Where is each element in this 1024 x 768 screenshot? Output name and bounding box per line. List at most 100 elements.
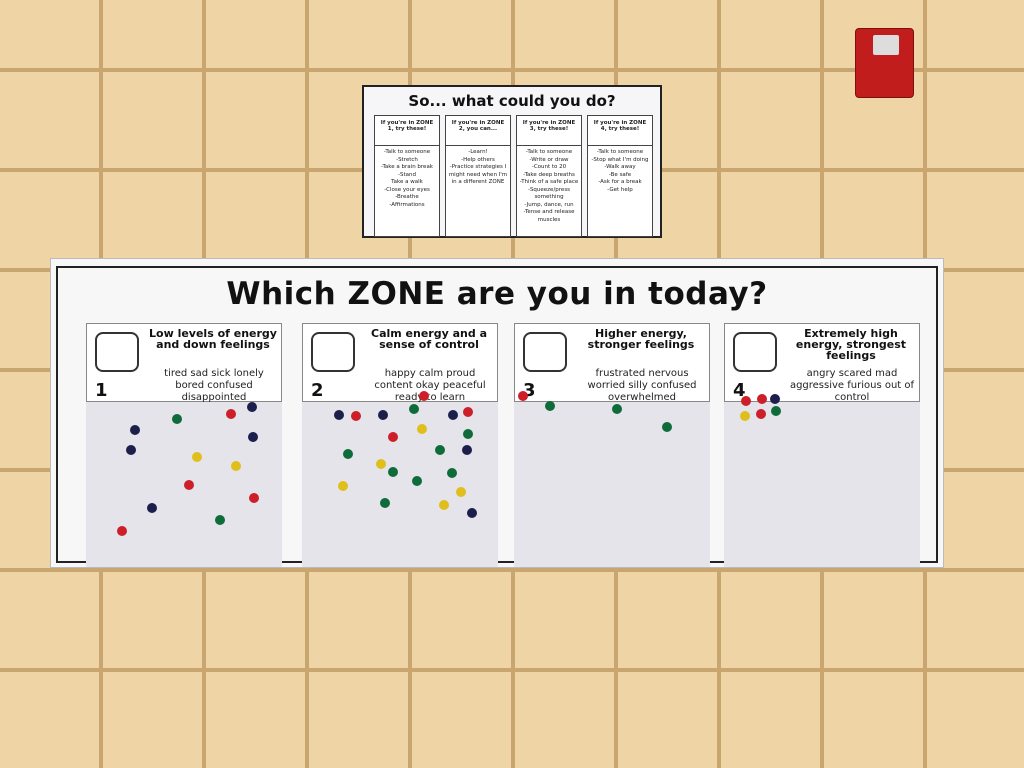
strategy-item: -Take deep breaths	[523, 171, 575, 178]
sticker-dot	[741, 396, 751, 406]
sticker-dot	[612, 404, 622, 414]
zone-number: 1	[95, 380, 108, 401]
main-poster-title: Which ZONE are you in today?	[226, 276, 768, 312]
small-poster-title: So... what could you do?	[408, 92, 616, 110]
sticker-dot	[380, 498, 390, 508]
strategy-item: -Ask for a break	[598, 179, 642, 185]
strategy-column: If you're in ZONE 3, try these! -Talk to …	[516, 115, 582, 237]
sticker-dot	[351, 411, 361, 421]
alarm-light	[873, 35, 899, 55]
strategy-column: If you're in ZONE 1, try these! -Talk to …	[374, 115, 440, 237]
strategy-item: -Stand	[398, 171, 416, 178]
column-items: -Talk to someone -Stop what I'm doing -Wal…	[588, 146, 652, 197]
strategy-item: -Think of a safe place	[519, 179, 579, 185]
zone-header: Extremely high energy, strongest feeling…	[724, 323, 920, 403]
zone-feelings: happy calm proud content okay peaceful r…	[374, 368, 486, 403]
strategy-item: -Breathe	[395, 194, 419, 200]
sticker-dot	[117, 526, 127, 536]
zone-feelings: frustrated nervous worried silly confuse…	[587, 368, 697, 403]
zone-icon	[311, 332, 355, 372]
strategy-item: -Take a brain break	[381, 164, 433, 170]
sticker-dot	[662, 422, 672, 432]
small-poster: So... what could you do? If you're in ZO…	[362, 85, 662, 238]
sticker-dot	[215, 515, 225, 525]
zone-title: Low levels of energy and down feelings	[149, 327, 277, 351]
dot-board	[514, 391, 710, 567]
zone-feelings: angry scared mad aggressive furious out …	[789, 368, 915, 403]
dot-board	[302, 391, 498, 567]
strategy-item: -Get help	[607, 186, 633, 193]
sticker-dot	[226, 409, 236, 419]
strategy-item: -Talk to someone	[596, 149, 644, 155]
strategy-item: -Stop what I'm doing	[591, 156, 649, 163]
strategy-column: If you're in ZONE 4, try these! -Talk to …	[587, 115, 653, 237]
sticker-dot	[447, 468, 457, 478]
column-items: -Learn! -Help others -Practice strategies …	[446, 146, 510, 190]
strategy-column: If you're in ZONE 2, you can... -Learn! -H…	[445, 115, 511, 237]
sticker-dot	[338, 481, 348, 491]
strategy-item: -Squeeze/press something	[527, 186, 571, 201]
zone-icon	[733, 332, 777, 372]
sticker-dot	[545, 401, 555, 411]
sticker-dot	[757, 394, 767, 404]
sticker-dot	[247, 402, 257, 412]
sticker-dot	[419, 391, 429, 401]
sticker-dot	[448, 410, 458, 420]
sticker-dot	[412, 476, 422, 486]
sticker-dot	[249, 493, 259, 503]
column-header: If you're in ZONE 4, try these!	[588, 116, 652, 146]
sticker-dot	[376, 459, 386, 469]
zone-card: Extremely high energy, strongest feeling…	[724, 323, 920, 567]
strategy-item: -Walk away	[604, 164, 636, 170]
strategy-item: -Be safe	[608, 171, 632, 178]
strategy-item: Take a walk	[391, 179, 423, 185]
strategy-item: -Help others	[461, 156, 495, 163]
sticker-dot	[192, 452, 202, 462]
sticker-dot	[130, 425, 140, 435]
sticker-dot	[456, 487, 466, 497]
sticker-dot	[756, 409, 766, 419]
sticker-dot	[463, 407, 473, 417]
strategy-item: -Tense and release muscles	[523, 209, 575, 223]
strategy-item: -Practice strategies I might need when I…	[448, 164, 508, 185]
sticker-dot	[771, 406, 781, 416]
sticker-dot	[231, 461, 241, 471]
sticker-dot	[388, 467, 398, 477]
strategy-item: -Talk to someone	[383, 149, 431, 155]
sticker-dot	[417, 424, 427, 434]
strategy-item: -Affirmations	[389, 201, 425, 208]
zone-card: Calm energy and a sense of control happy …	[302, 323, 498, 567]
zone-number: 4	[733, 380, 746, 401]
sticker-dot	[463, 429, 473, 439]
dot-board	[86, 402, 282, 567]
strategy-item: -Jump, dance, run	[524, 201, 574, 208]
sticker-dot	[409, 404, 419, 414]
zone-title: Higher energy, stronger feelings	[587, 327, 695, 351]
sticker-dot	[147, 503, 157, 513]
sticker-dot	[172, 414, 182, 424]
strategy-item: -Write or draw	[529, 156, 569, 163]
sticker-dot	[435, 445, 445, 455]
sticker-dot	[378, 410, 388, 420]
sticker-dot	[467, 508, 477, 518]
zone-feelings: tired sad sick lonely bored confused dis…	[164, 368, 264, 403]
column-header: If you're in ZONE 1, try these!	[375, 116, 439, 146]
dot-board	[724, 394, 920, 567]
column-header: If you're in ZONE 3, try these!	[517, 116, 581, 146]
sticker-dot	[740, 411, 750, 421]
column-items: -Talk to someone -Stretch -Take a brain br…	[375, 146, 439, 212]
zone-header: Calm energy and a sense of control happy …	[302, 323, 498, 403]
sticker-dot	[334, 410, 344, 420]
sticker-dot	[388, 432, 398, 442]
zone-title: Extremely high energy, strongest feeling…	[795, 327, 907, 362]
zone-title: Calm energy and a sense of control	[371, 327, 487, 351]
sticker-dot	[439, 500, 449, 510]
sticker-dot	[248, 432, 258, 442]
sticker-dot	[343, 449, 353, 459]
zone-header: Low levels of energy and down feelings ti…	[86, 323, 282, 403]
sticker-dot	[518, 391, 528, 401]
sticker-dot	[126, 445, 136, 455]
sticker-dot	[770, 394, 780, 404]
column-header: If you're in ZONE 2, you can...	[446, 116, 510, 146]
